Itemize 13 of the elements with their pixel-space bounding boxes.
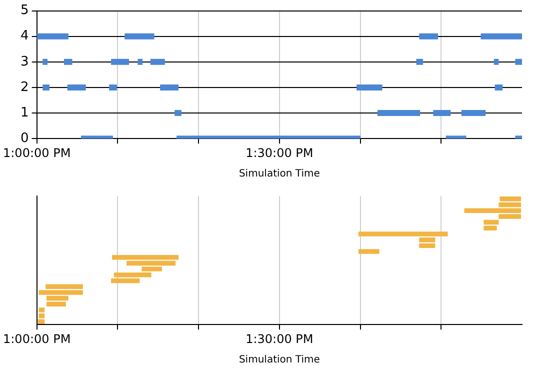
x-axis-title: Simulation Time [238, 168, 320, 180]
y-tick-label: 4 [20, 28, 29, 44]
x-axis-title: Simulation Time [238, 354, 320, 366]
x-tick-label: 1:00:00 PM [2, 332, 71, 346]
y-tick-label: 0 [20, 130, 29, 146]
x-tick-label: 1:30:00 PM [246, 332, 314, 346]
y-tick-label: 3 [20, 54, 29, 70]
x-tick-label: 1:30:00 PM [246, 146, 314, 160]
bar [358, 249, 380, 254]
x-tick-label: 1:00:00 PM [2, 146, 71, 160]
y-tick-label: 5 [20, 3, 29, 18]
y-tick-label: 1 [20, 105, 29, 120]
y-tick-label: 2 [20, 80, 29, 95]
